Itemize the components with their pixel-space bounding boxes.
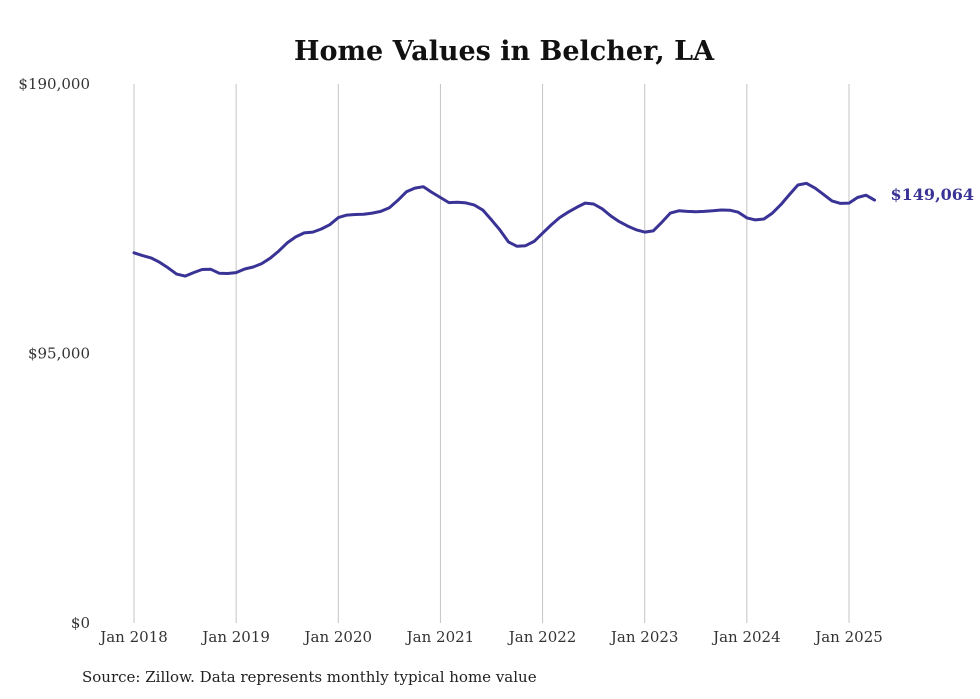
source-note: Source: Zillow. Data represents monthly … bbox=[82, 668, 537, 686]
end-value-label: $149,064 bbox=[891, 185, 975, 204]
y-tick-label: $190,000 bbox=[18, 75, 90, 93]
x-tick-label: Jan 2018 bbox=[98, 628, 168, 646]
y-axis-ticks: $0 $95,000 $190,000 bbox=[18, 75, 90, 632]
x-tick-label: Jan 2022 bbox=[507, 628, 577, 646]
y-tick-label: $0 bbox=[71, 614, 90, 632]
x-tick-label: Jan 2023 bbox=[609, 628, 679, 646]
x-axis-ticks: Jan 2018 Jan 2019 Jan 2020 Jan 2021 Jan 2022… bbox=[98, 628, 883, 646]
x-tick-label: Jan 2019 bbox=[200, 628, 270, 646]
gridlines bbox=[133, 84, 850, 623]
series-layer: $149,064 bbox=[132, 181, 975, 278]
x-tick-label: Jan 2021 bbox=[405, 628, 475, 646]
chart-title: Home Values in Belcher, LA bbox=[294, 36, 715, 67]
x-tick-label: Jan 2020 bbox=[303, 628, 373, 646]
x-tick-label: Jan 2024 bbox=[711, 628, 781, 646]
x-tick-label: Jan 2025 bbox=[813, 628, 883, 646]
series-line bbox=[132, 181, 876, 278]
y-tick-label: $95,000 bbox=[28, 345, 90, 363]
